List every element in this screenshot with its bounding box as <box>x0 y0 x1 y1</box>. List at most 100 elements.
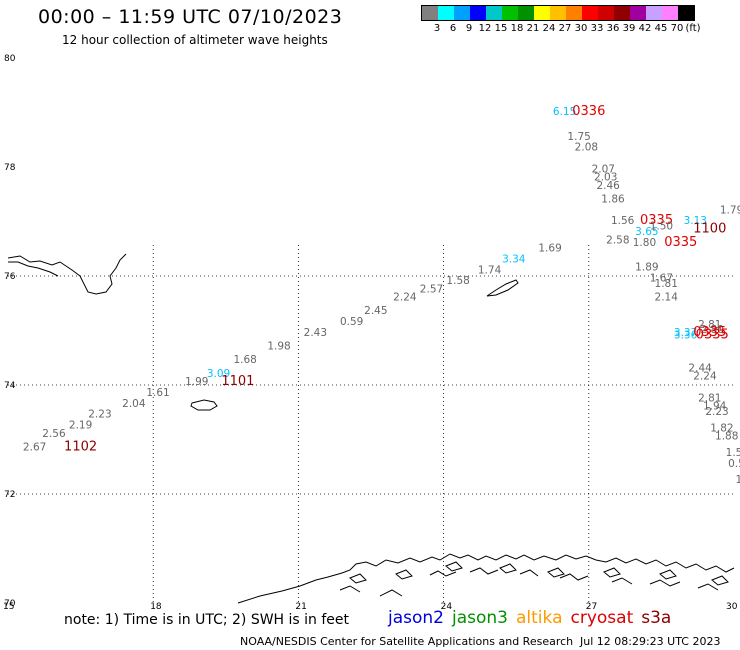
wave-height-value: 0.5 <box>728 458 740 470</box>
wave-height-value: 3.13 <box>684 215 707 227</box>
wave-height-value: 2.80 <box>701 324 724 336</box>
pass-time-label: 0335 <box>696 328 729 343</box>
wave-height-value: 2.67 <box>23 441 46 453</box>
latitude-tick-label: 74 <box>4 381 16 391</box>
pass-time-label: 1101 <box>221 374 254 389</box>
wave-height-value: 1.50 <box>650 221 673 233</box>
legend-swatch <box>550 6 566 20</box>
legend-swatch <box>598 6 614 20</box>
satellite-name-s3a: s3a <box>641 608 672 628</box>
pass-time-label: 1102 <box>64 439 97 454</box>
legend-tick-label: 42 <box>638 23 652 34</box>
wave-height-value: 2.45 <box>364 305 387 317</box>
legend-tick-label: (ft) <box>685 23 701 34</box>
legend-swatch <box>518 6 534 20</box>
legend-tick-label: 30 <box>574 23 588 34</box>
wave-height-value: 2.44 <box>688 362 712 374</box>
wave-height-value: 1.88 <box>715 431 738 443</box>
pass-time-label: 0336 <box>572 104 605 119</box>
wave-height-value: 1.67 <box>650 272 673 284</box>
wave-height-value: 3.36 <box>674 330 698 342</box>
wave-height-value: 1.80 <box>633 237 656 249</box>
wave-height-value: 1.56 <box>611 215 635 227</box>
footer-timestamp: Jul 12 08:29:23 UTC 2023 <box>580 635 721 648</box>
legend-tick-label: 15 <box>494 23 508 34</box>
longitude-tick-label: 27 <box>586 602 597 612</box>
wave-height-value: 2.24 <box>393 292 417 304</box>
map-subtitle: 12 hour collection of altimeter wave hei… <box>62 33 328 47</box>
wave-height-value: 2.43 <box>304 327 327 339</box>
longitude-tick-label: 24 <box>441 602 453 612</box>
bear-island <box>190 399 218 411</box>
wave-height-value: 1.98 <box>267 341 290 353</box>
legend-swatch <box>630 6 646 20</box>
wave-height-value: 1.79 <box>720 204 740 216</box>
wave-height-value: 1.86 <box>601 193 625 205</box>
legend-tick-label: 3 <box>433 23 441 34</box>
latitude-tick-label: 76 <box>4 272 16 282</box>
wave-height-value: 2.46 <box>596 180 620 192</box>
wave-height-value: 1.99 <box>185 376 208 388</box>
color-legend: 3 6 9 12 15 18 21 24 27 30 33 36 39 42 45 70 (ft) <box>421 5 701 35</box>
wave-height-value: 2.14 <box>655 292 679 304</box>
wave-height-value: 1.69 <box>538 242 561 254</box>
legend-tick-label: 33 <box>590 23 604 34</box>
map-title: 00:00 – 11:59 UTC 07/10/2023 <box>38 6 343 28</box>
wave-height-value: 2.07 <box>592 163 615 175</box>
longitude-tick-label: 21 <box>295 602 306 612</box>
legend-swatch <box>662 6 678 20</box>
legend-swatch <box>646 6 662 20</box>
wave-height-value: 3.65 <box>635 226 658 238</box>
norway-coast <box>237 553 735 604</box>
wave-height-value: 2.56 <box>42 428 66 440</box>
units-note: note: 1) Time is in UTC; 2) SWH is in fe… <box>64 612 350 628</box>
hopen-island <box>486 279 519 297</box>
norway-islands <box>349 561 729 586</box>
wave-height-value: 1.82 <box>710 422 733 434</box>
wave-height-value: 2.04 <box>122 398 146 410</box>
legend-swatch <box>486 6 502 20</box>
legend-swatch <box>678 6 694 20</box>
wave-height-value: 2.81 <box>698 319 721 331</box>
wave-height-value: 1.74 <box>478 264 502 276</box>
legend-swatches <box>421 5 695 21</box>
latitude-tick-label: 70 <box>4 599 16 609</box>
wave-height-value: 2.58 <box>606 234 629 246</box>
wave-height-value: 2.81 <box>698 392 721 404</box>
wave-height-value: 1.75 <box>567 131 590 143</box>
satellite-name-cryosat: cryosat <box>570 608 634 628</box>
pass-time-label: 0335 <box>640 213 673 228</box>
legend-tick-label: 27 <box>558 23 572 34</box>
wave-height-value: 0.59 <box>340 316 363 328</box>
legend-swatch <box>502 6 518 20</box>
wave-height-value: 2.23 <box>705 406 728 418</box>
satellite-name-jason3: jason3 <box>452 608 508 628</box>
legend-tick-label: 36 <box>606 23 620 34</box>
wave-height-value: 3.09 <box>207 368 230 380</box>
wave-height-value: 1.89 <box>635 262 658 274</box>
latitude-tick-label: 72 <box>4 490 15 500</box>
satellite-name-altika: altika <box>516 608 563 628</box>
legend-swatch <box>470 6 486 20</box>
legend-tick-label: 6 <box>449 23 457 34</box>
wave-height-value: 1.81 <box>655 278 678 290</box>
latitude-tick-label: 78 <box>4 163 16 173</box>
pass-time-label: 1100 <box>693 221 726 236</box>
legend-tick-label: 12 <box>478 23 492 34</box>
wave-height-value: 3.37 <box>674 327 697 339</box>
legend-tick-label: 18 <box>510 23 524 34</box>
wave-height-value: 2.57 <box>420 283 443 295</box>
longitude-tick-label: 30 <box>726 602 738 612</box>
legend-swatch <box>438 6 454 20</box>
wave-height-value: 3.34 <box>502 253 526 265</box>
wave-height-value: 1.94 <box>703 401 727 413</box>
svalbard-coast <box>7 253 127 295</box>
legend-swatch <box>534 6 550 20</box>
wave-height-value: 2.08 <box>575 142 598 154</box>
pass-time-label: 0335 <box>693 325 726 340</box>
wave-height-value: 1 <box>735 474 740 486</box>
legend-tick-label: 24 <box>542 23 556 34</box>
